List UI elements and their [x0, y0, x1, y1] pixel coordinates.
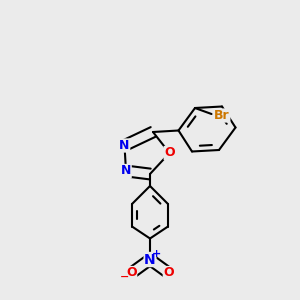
Text: O: O [164, 146, 175, 160]
Text: N: N [144, 253, 156, 266]
Text: N: N [119, 139, 130, 152]
Text: −: − [120, 272, 130, 282]
Text: +: + [152, 249, 161, 259]
Text: O: O [126, 266, 137, 280]
Text: O: O [163, 266, 174, 280]
Text: N: N [121, 164, 131, 178]
Text: Br: Br [214, 109, 230, 122]
